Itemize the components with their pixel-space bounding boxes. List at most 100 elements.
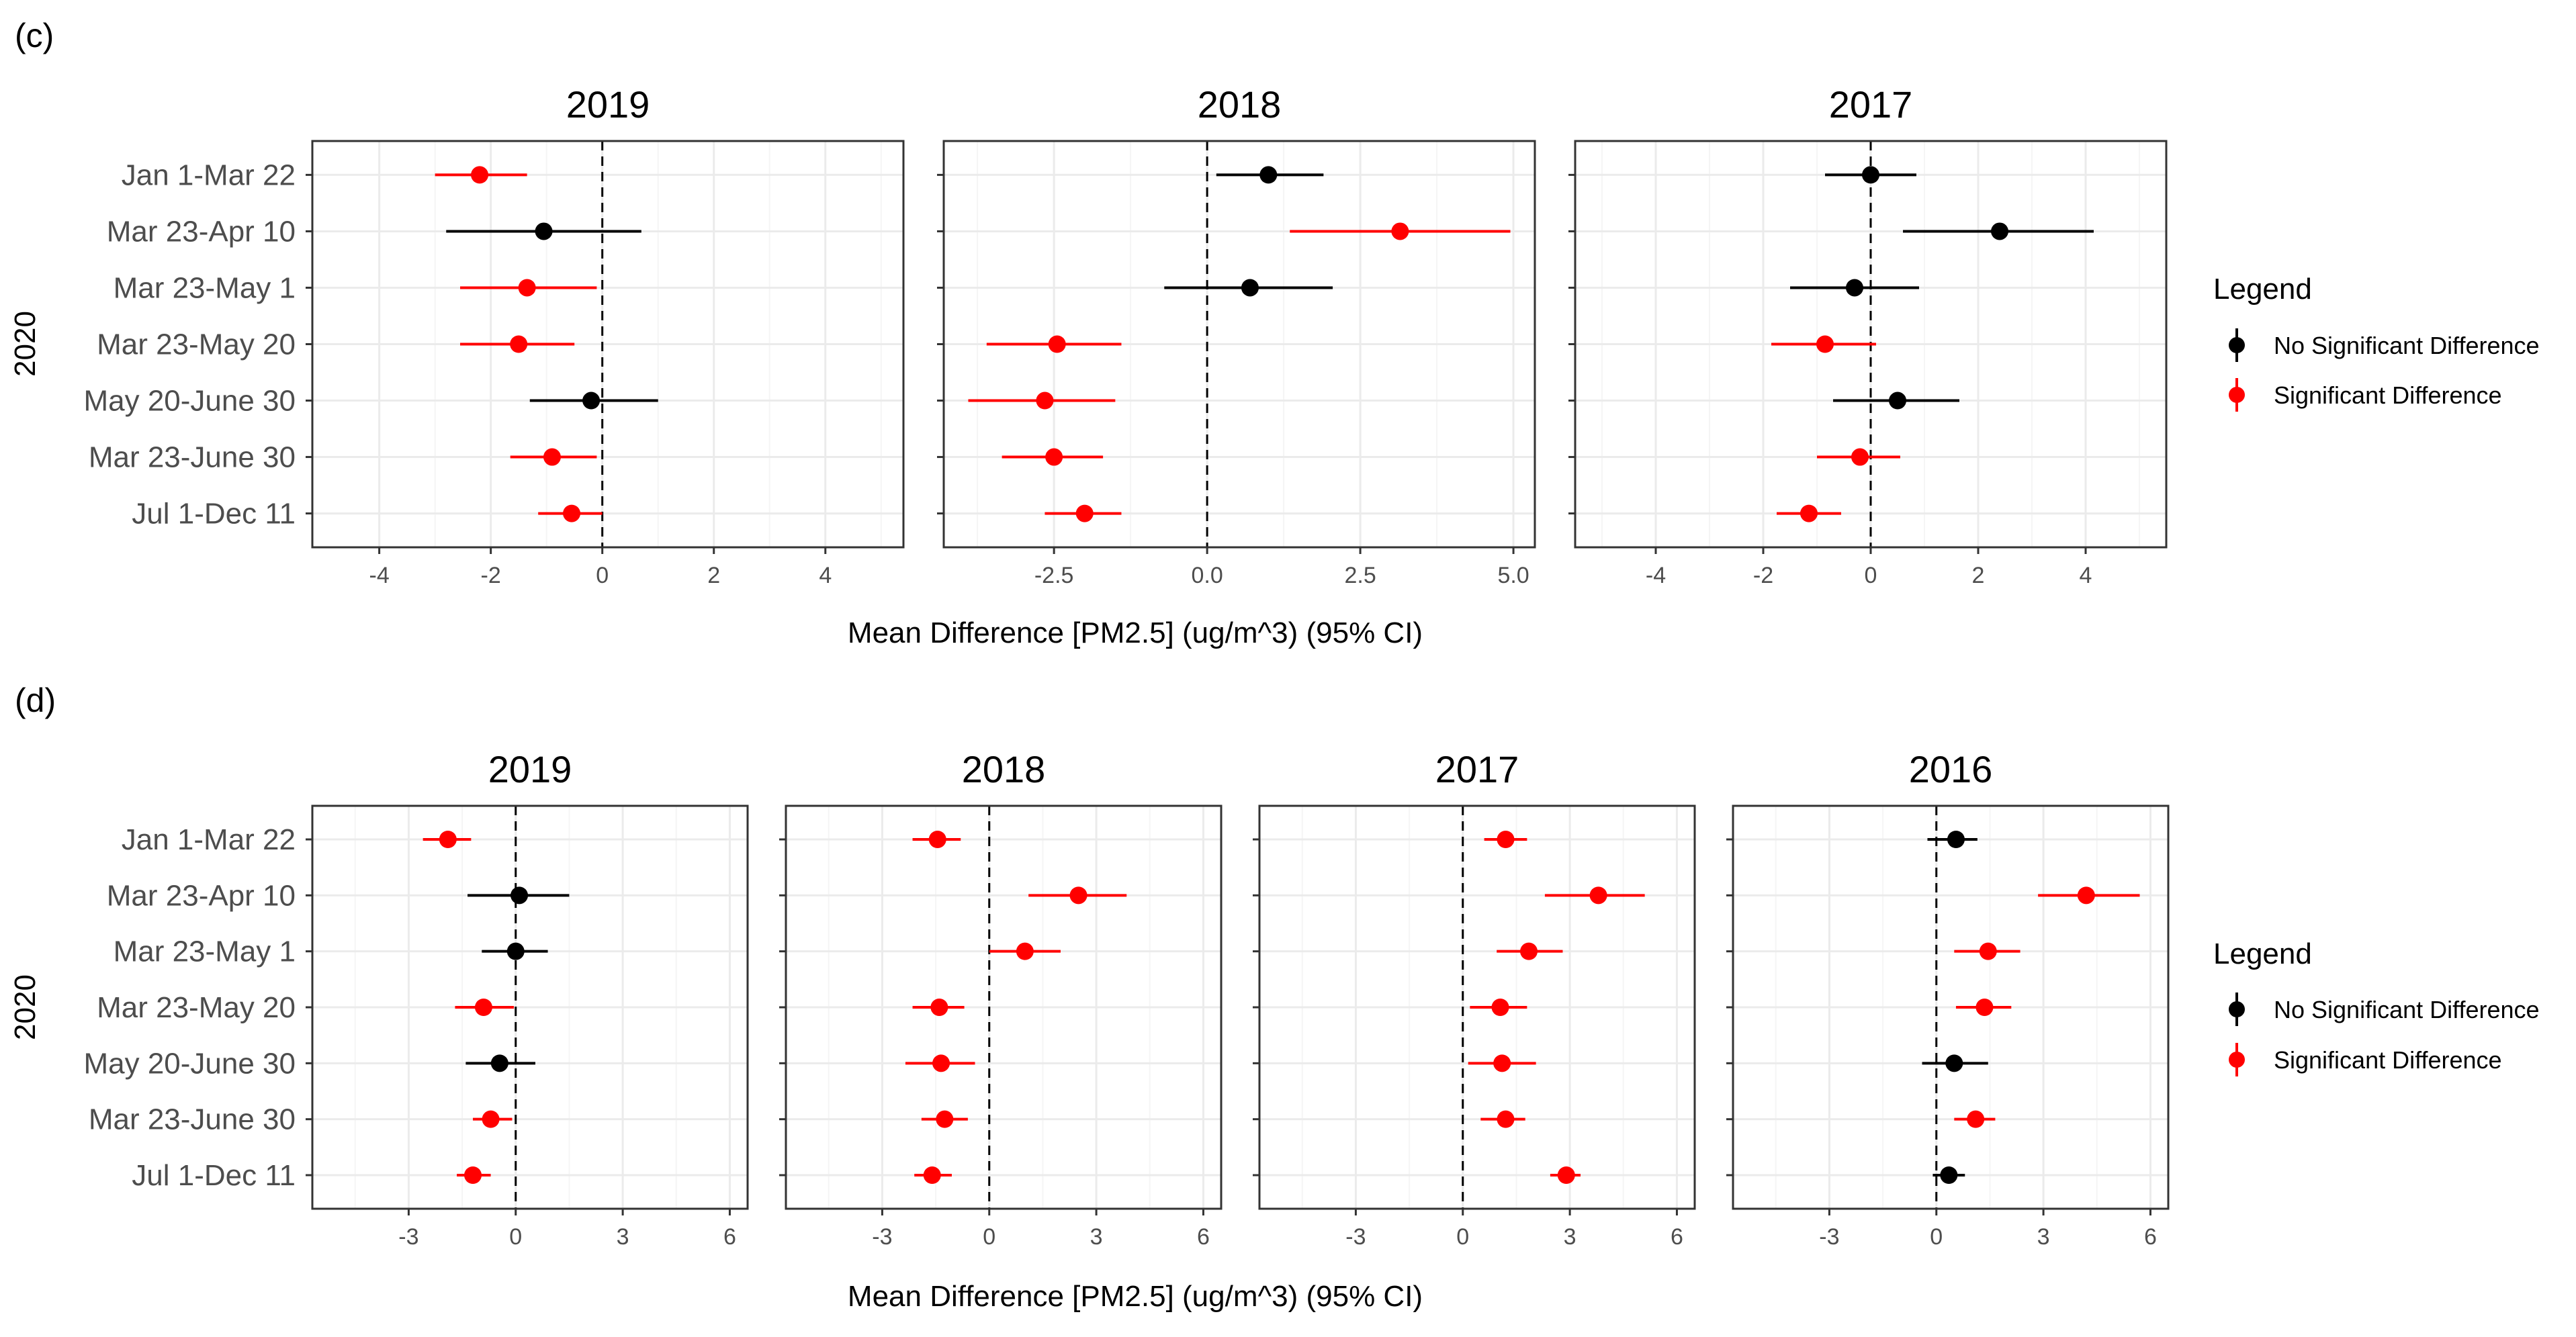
y-tick-label: May 20-June 30 [83, 1047, 296, 1080]
estimate-point [506, 942, 525, 960]
panel-label: (d) [15, 682, 56, 719]
y-tick-label: Jan 1-Mar 22 [122, 158, 296, 191]
x-tick-label: -2.5 [1034, 563, 1074, 588]
estimate-point [543, 448, 561, 466]
estimate-point [1940, 1166, 1958, 1184]
estimate-point [1889, 391, 1906, 410]
y-tick-label: Mar 23-June 30 [89, 441, 296, 474]
x-tick-label: 6 [1197, 1224, 1210, 1250]
legend: Legend No Significant Difference Significa… [2213, 273, 2540, 412]
legend-title: Legend [2213, 937, 2312, 970]
estimate-point [1497, 1110, 1515, 1128]
y-tick-label: Jul 1-Dec 11 [132, 498, 296, 531]
x-axis-title: Mean Difference [PM2.5] (ug/m^3) (95% CI… [848, 1280, 1423, 1313]
estimate-point [1862, 166, 1879, 184]
x-tick-label: -3 [872, 1224, 892, 1250]
facet-2018: -3 0 3 6 2018 [779, 748, 1223, 1250]
x-tick-label: 6 [2144, 1224, 2157, 1250]
estimate-point [1816, 335, 1834, 353]
y-tick-label: Jan 1-Mar 22 [122, 823, 296, 856]
x-tick-label: 4 [2080, 563, 2092, 588]
x-tick-label: 2 [1972, 563, 1985, 588]
facet-title: 2017 [1829, 83, 1913, 126]
x-tick-label: 3 [1090, 1224, 1103, 1250]
estimate-point [1241, 279, 1259, 297]
estimate-point [936, 1110, 954, 1128]
x-tick-label: 0 [1865, 563, 1877, 588]
x-tick-label: 0.0 [1191, 563, 1223, 588]
facet-title: 2016 [1909, 748, 1993, 790]
legend-key-point [2229, 337, 2245, 353]
x-tick-label: 6 [723, 1224, 736, 1250]
facet-2017: -3 0 3 6 2017 [1253, 748, 1696, 1250]
estimate-point [439, 831, 457, 848]
x-tick-label: 5.0 [1497, 563, 1529, 588]
y-tick-label: Mar 23-May 1 [114, 935, 296, 968]
x-tick-label: 0 [1930, 1224, 1943, 1250]
panel-label: (c) [15, 17, 54, 54]
facet-2017: -4 -2 0 2 4 2017 [1568, 83, 2168, 588]
estimate-point [518, 279, 536, 297]
estimate-point [1036, 391, 1054, 410]
estimate-point [928, 831, 946, 848]
x-tick-label: 2.5 [1344, 563, 1376, 588]
estimate-point [1557, 1166, 1575, 1184]
x-tick-label: -2 [481, 563, 501, 588]
estimate-point [1520, 942, 1538, 960]
y-tick-label: Mar 23-May 20 [97, 991, 296, 1024]
facet-title: 2018 [962, 748, 1046, 790]
facet-title: 2019 [488, 748, 572, 790]
estimate-point [1075, 504, 1094, 522]
y-tick-label: May 20-June 30 [83, 385, 296, 418]
x-tick-label: 2 [707, 563, 720, 588]
x-tick-label: 0 [596, 563, 609, 588]
y-tick-label: Mar 23-May 1 [114, 271, 296, 304]
legend-title: Legend [2213, 273, 2312, 306]
y-axis-title: 2020 [9, 974, 42, 1040]
estimate-point [1016, 942, 1034, 960]
legend-label: No Significant Difference [2274, 332, 2540, 359]
legend-label: No Significant Difference [2274, 996, 2540, 1023]
estimate-point [490, 1054, 508, 1072]
legend-label: Significant Difference [2274, 1046, 2502, 1074]
y-tick-label: Jul 1-Dec 11 [132, 1159, 296, 1192]
estimate-point [510, 886, 529, 905]
estimate-point [1048, 335, 1066, 353]
estimate-point [474, 999, 492, 1016]
legend-key-point [2229, 1052, 2245, 1068]
x-tick-label: 6 [1671, 1224, 1683, 1250]
estimate-point [1846, 279, 1863, 297]
estimate-point [482, 1110, 500, 1128]
facet-2018: -2.5 0.0 2.5 5.0 2018 [937, 83, 1536, 588]
panel-d: (d) 2020 Jan 1-Mar 22 Mar 23-Apr 10 Mar 23-M… [9, 682, 2540, 1313]
x-tick-label: 3 [2037, 1224, 2050, 1250]
estimate-point [1589, 886, 1607, 905]
x-tick-label: -3 [398, 1224, 418, 1250]
legend-label: Significant Difference [2274, 381, 2502, 409]
facet-2019: -3 0 3 6 2019 [306, 748, 749, 1250]
x-tick-label: 0 [509, 1224, 522, 1250]
estimate-point [930, 999, 948, 1016]
x-tick-label: -3 [1345, 1224, 1366, 1250]
estimate-point [923, 1166, 941, 1184]
estimate-point [1259, 166, 1278, 184]
x-tick-label: -3 [1819, 1224, 1839, 1250]
facet-title: 2019 [566, 83, 650, 126]
legend: Legend No Significant Difference Significa… [2213, 937, 2540, 1076]
facet-2016: -3 0 3 6 2016 [1726, 748, 2170, 1250]
estimate-point [1975, 999, 1994, 1016]
legend-key-point [2229, 387, 2245, 403]
estimate-point [510, 335, 528, 353]
estimate-point [1045, 448, 1063, 466]
estimate-point [582, 391, 601, 410]
x-tick-label: 3 [1564, 1224, 1576, 1250]
estimate-point [464, 1166, 482, 1184]
legend-key-point [2229, 1001, 2245, 1017]
y-tick-label: Mar 23-Apr 10 [107, 879, 296, 912]
estimate-point [1391, 222, 1409, 240]
estimate-point [1069, 886, 1087, 905]
x-tick-label: 0 [1456, 1224, 1469, 1250]
x-tick-label: -4 [369, 563, 390, 588]
facet-title: 2018 [1198, 83, 1282, 126]
facet-2019: -4 -2 0 2 4 2019 [306, 83, 905, 588]
